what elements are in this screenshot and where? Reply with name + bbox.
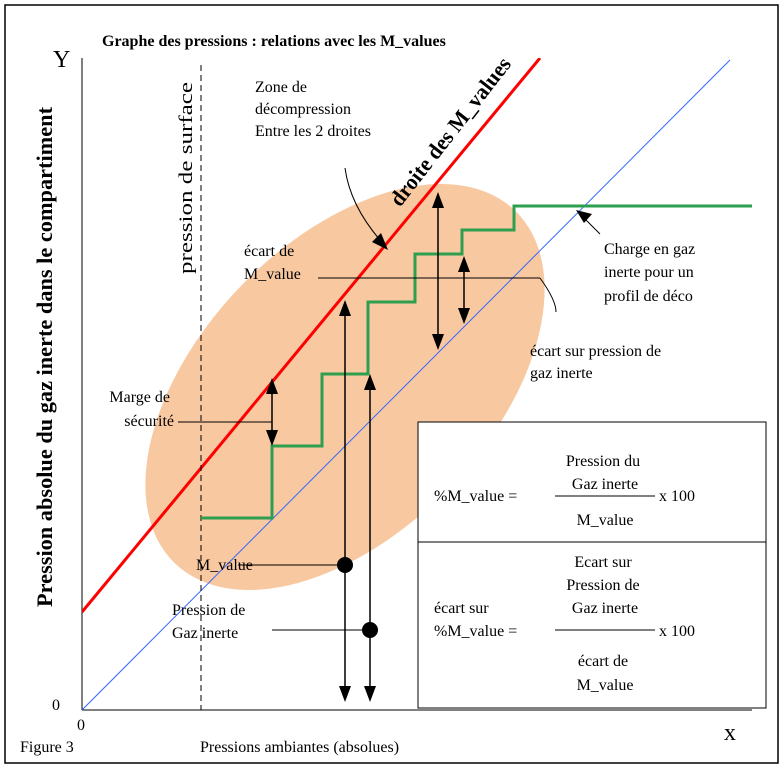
formula2-lhs: écart sur %M_value =: [434, 600, 517, 640]
figure-label: Figure 3: [20, 739, 74, 756]
ecart-pression-arrow: [458, 256, 470, 324]
formula-box-2: [417, 541, 767, 709]
formula-box-1: [417, 421, 767, 543]
ecart-m-value-arrow: [432, 192, 444, 350]
zone-arrowhead: [372, 233, 388, 250]
m-value-point-label: M_value: [196, 557, 253, 574]
x-origin-label: 0: [77, 717, 85, 734]
decompression-profile: [201, 204, 752, 520]
y-axis-letter: Y: [53, 47, 70, 73]
formula1-denominator: M_value: [577, 512, 634, 529]
y-axis-label: Pression absolue du gaz inerte dans le c…: [32, 106, 57, 607]
formula2-multiplier: x 100: [659, 623, 695, 640]
formula2-numerator: Ecart sur Pression de Gaz inerte: [566, 554, 643, 617]
charge-arrowhead: [576, 210, 592, 223]
marge-securite-label: Marge de sécurité: [109, 389, 174, 430]
m-values-line: [82, 58, 542, 613]
surface-pressure-label: pression de surface: [176, 82, 197, 274]
formula1-numerator: Pression du Gaz inerte: [566, 453, 644, 493]
formula1-multiplier: x 100: [659, 488, 695, 505]
zone-label: Zone de décompression Entre les 2 droite…: [255, 79, 371, 140]
formula2-denominator: écart de M_value: [577, 653, 634, 694]
ambient-pressure-line: [82, 59, 731, 710]
x-axis-label: Pressions ambiantes (absolues): [200, 739, 399, 756]
gaz-inerte-dot: [362, 622, 378, 638]
marge-securite-arrow: [266, 378, 278, 446]
y-origin-label: 0: [52, 697, 60, 714]
outer-frame: [4, 4, 779, 764]
pression-gaz-label: Pression de Gaz inerte: [172, 602, 249, 642]
ecart-m-value-label: écart de M_value: [244, 243, 301, 283]
m-value-dot: [337, 557, 353, 573]
formula1-lhs: %M_value =: [434, 488, 517, 505]
charge-label: Charge en gaz inerte pour un profil de d…: [604, 241, 699, 305]
m-value-vertical-arrow: [339, 300, 351, 702]
x-axis-letter: x: [724, 720, 736, 746]
chart-title: Graphe des pressions : relations avec le…: [102, 33, 446, 50]
ecart-pression-label: écart sur pression de gaz inerte: [530, 343, 665, 382]
